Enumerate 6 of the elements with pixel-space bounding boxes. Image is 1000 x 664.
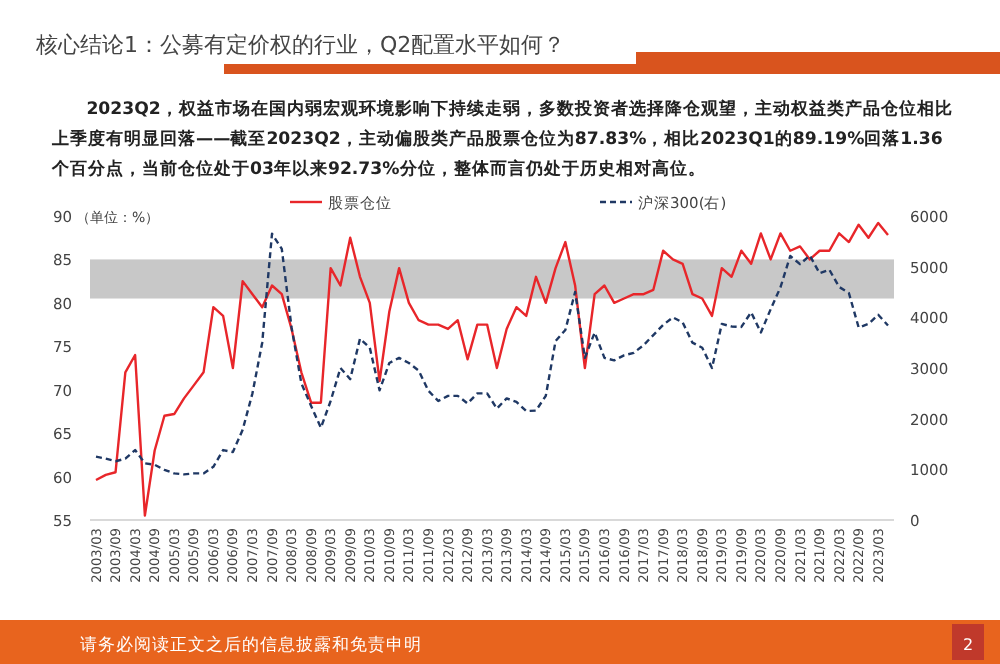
line-series [94,232,890,476]
line-series [94,221,890,517]
chart-subtitle: 2023Q2，权益市场在国内弱宏观环境影响下持续走弱，多数投资者选择降仓观望，主动权益类产品仓位相比上季度有明显回落——截至2023Q2，主动偏股类产品股票仓位为87.83%，相比2023Q1的89.19%回落1.36个百分点，当前仓位处于03年以来92.73%分位，整体而言仍处于历史相对高位。 [52,97,955,184]
chart-title: 核心结论1：公募有定价权的行业，Q2配置水平如何？ [34,32,566,58]
text: 请务必阅读正文之后的信息披露和免责申明 [80,634,422,656]
text: 2 [962,636,974,654]
